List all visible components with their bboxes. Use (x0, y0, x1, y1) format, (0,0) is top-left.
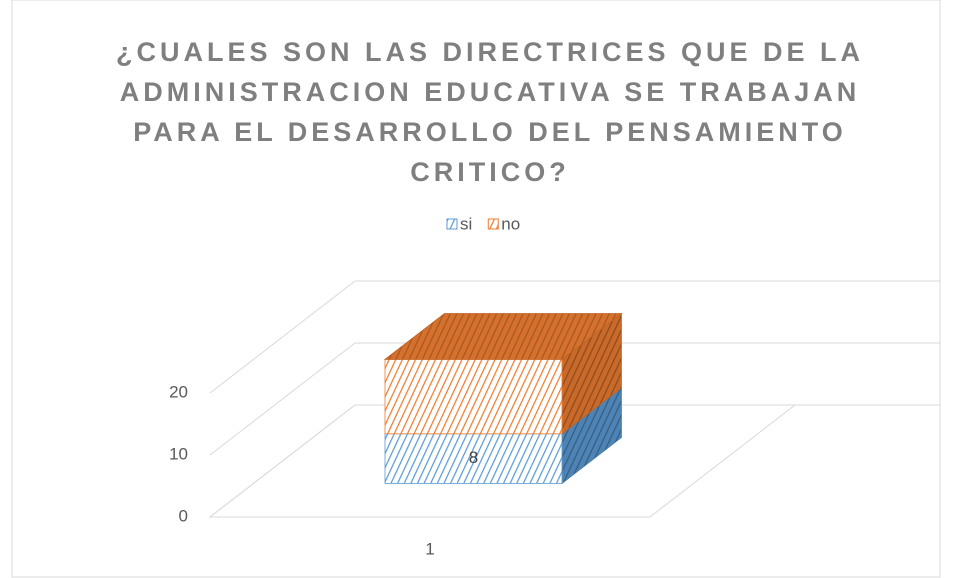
legend-label: no (501, 214, 520, 233)
chart-title: ¿CUALES SON LAS DIRECTRICES QUE DE LA AD… (115, 37, 865, 187)
x-tick-label: 1 (425, 539, 434, 558)
y-tick-label: 0 (179, 506, 188, 525)
grid-line (209, 342, 940, 456)
legend-label: si (460, 214, 472, 233)
legend-swatch (446, 218, 458, 230)
grid-line (209, 404, 940, 518)
y-tick-label: 10 (169, 444, 188, 463)
data-label: 8 (469, 448, 478, 467)
bar (384, 358, 563, 435)
bar-top (383, 313, 623, 360)
y-tick-label: 20 (169, 382, 188, 401)
grid-line (209, 280, 940, 394)
chart-border (11, 0, 941, 578)
legend-swatch (487, 218, 499, 230)
